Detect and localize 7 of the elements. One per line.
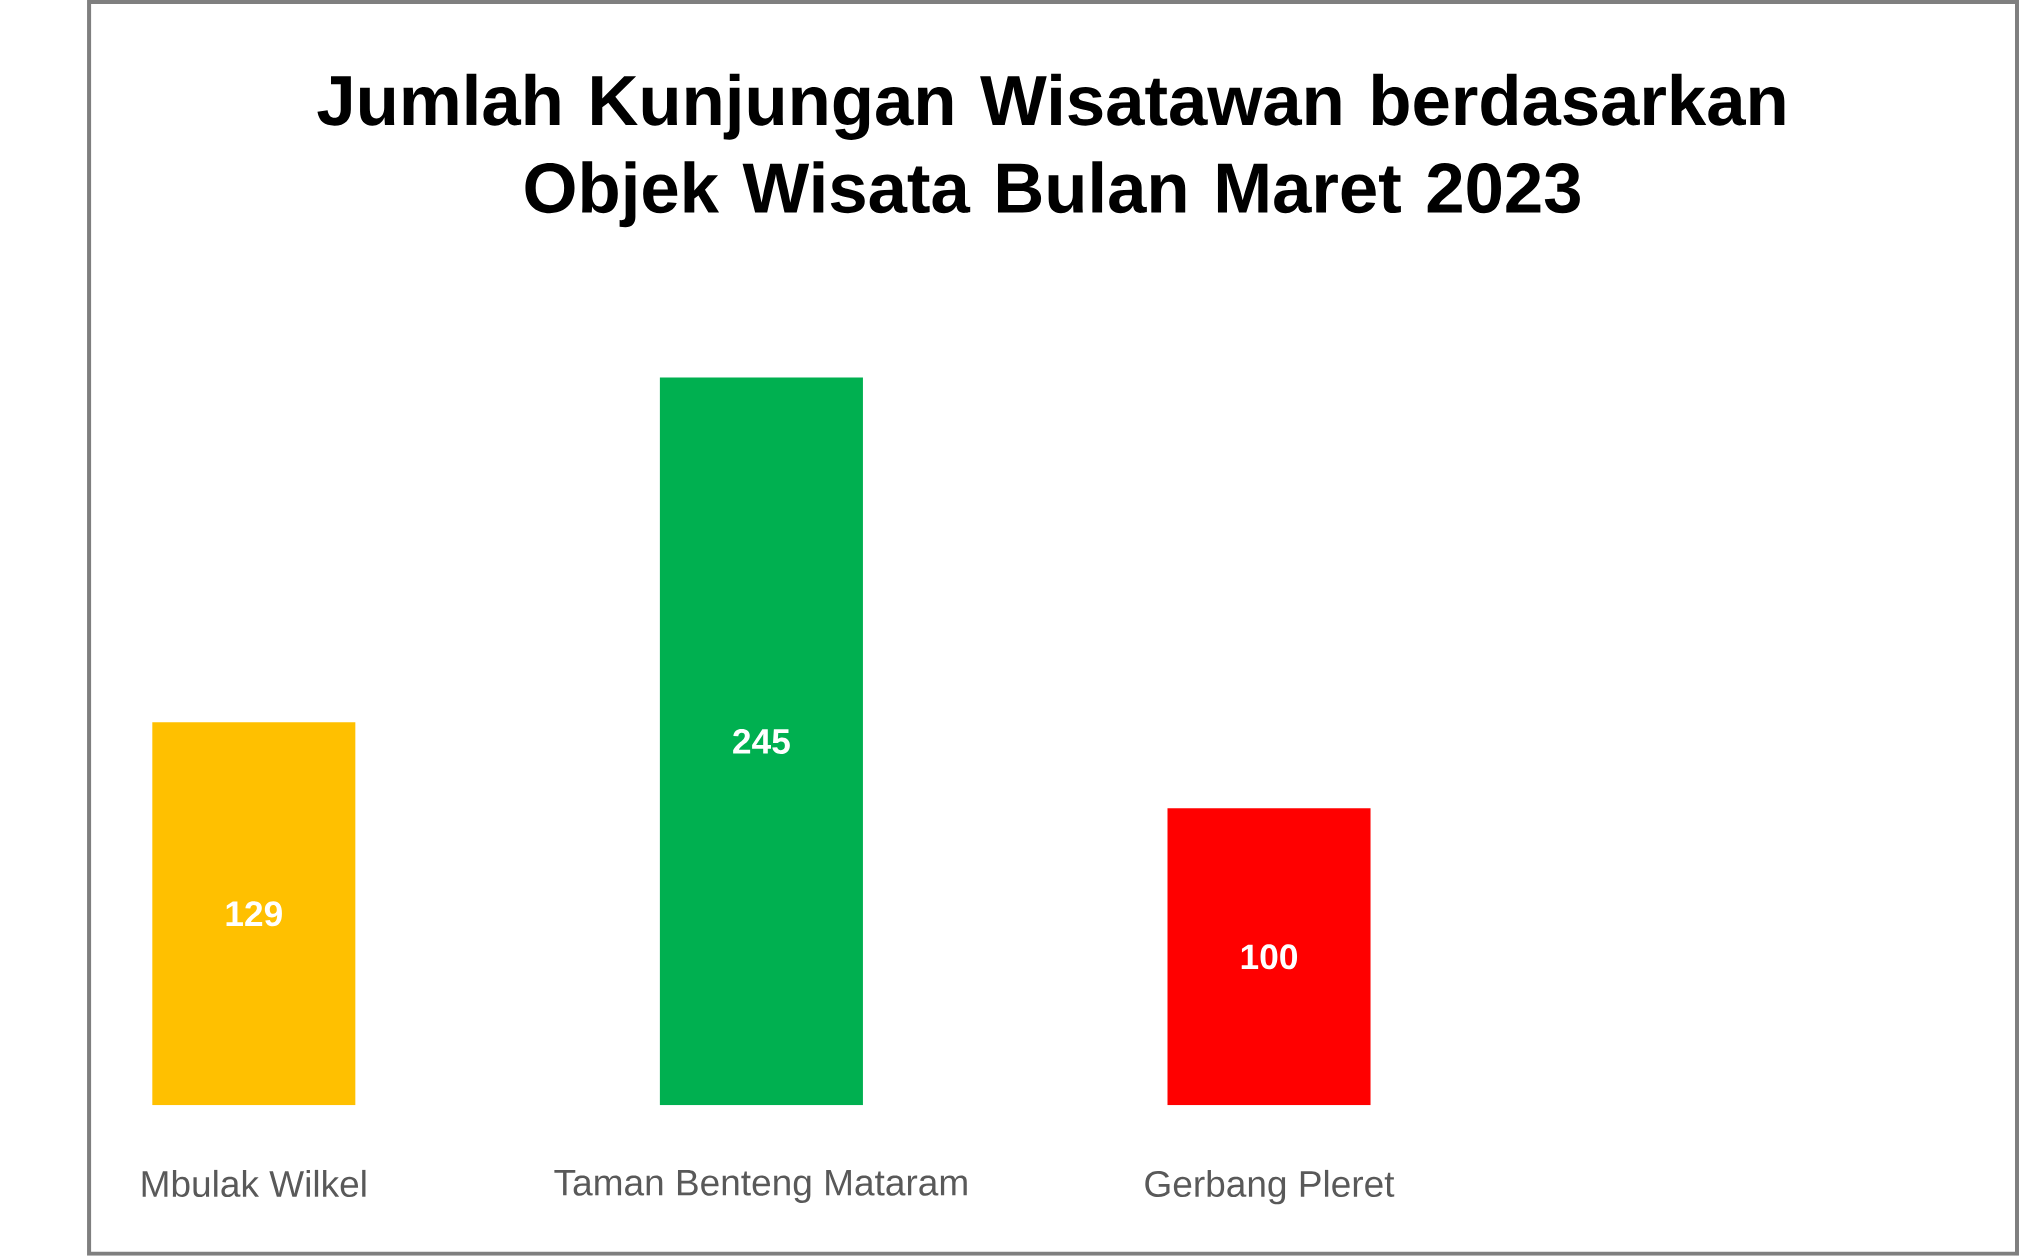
x-tick-label: Gerbang Pleret bbox=[1145, 1170, 1395, 1205]
data-label: 100 bbox=[1241, 944, 1298, 970]
chart-title: Jumlah Kunjungan Wisatawan berdasarkan Objek Wisata Bulan Maret 2023 bbox=[317, 73, 1785, 228]
data-label: 245 bbox=[733, 729, 790, 755]
x-tick-label: Taman Benteng Mataram bbox=[554, 1170, 967, 1204]
x-tick-label: Mbulak Wilkel bbox=[142, 1170, 366, 1198]
data-label: 129 bbox=[226, 901, 282, 927]
